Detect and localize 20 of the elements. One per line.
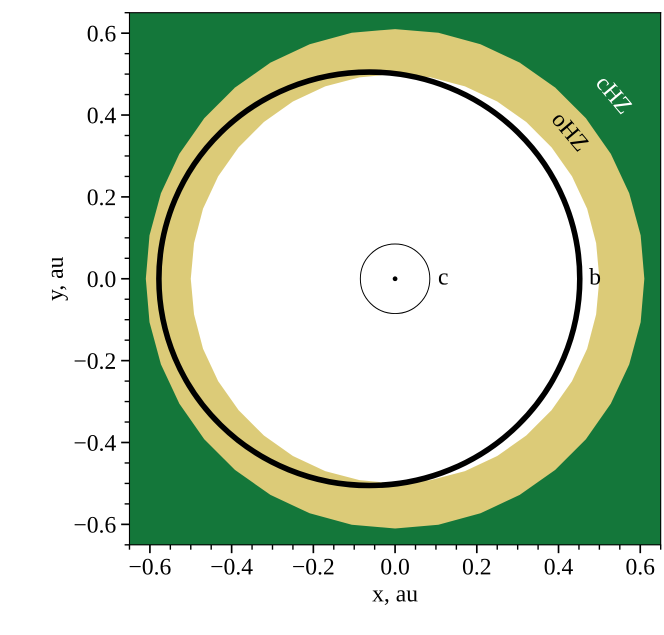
annotation: oHZ <box>550 110 590 152</box>
y-tick-label: 0.0 <box>88 271 116 288</box>
annotation: c <box>438 273 448 285</box>
x-axis-title: x, au <box>372 590 418 606</box>
y-tick-label: 0.2 <box>88 189 115 206</box>
x-tick-label: 0.2 <box>462 558 490 575</box>
x-tick-label: 0.6 <box>626 558 654 575</box>
y-tick-label: −0.6 <box>74 516 116 533</box>
x-tick-label: −0.4 <box>211 558 253 575</box>
y-axis-title: y, au <box>52 256 68 301</box>
x-tick-label: 0.0 <box>381 558 409 575</box>
y-tick-label: 0.4 <box>88 108 116 124</box>
y-tick-label: −0.4 <box>74 434 116 452</box>
x-tick-label: −0.6 <box>130 558 171 575</box>
x-tick-label: 0.4 <box>544 558 573 575</box>
y-tick-label: −0.2 <box>74 353 115 370</box>
y-tick-label: 0.6 <box>88 26 116 42</box>
annotation: b <box>589 268 600 285</box>
x-tick-label: −0.2 <box>293 558 334 575</box>
annotation: cHZ <box>595 74 633 115</box>
